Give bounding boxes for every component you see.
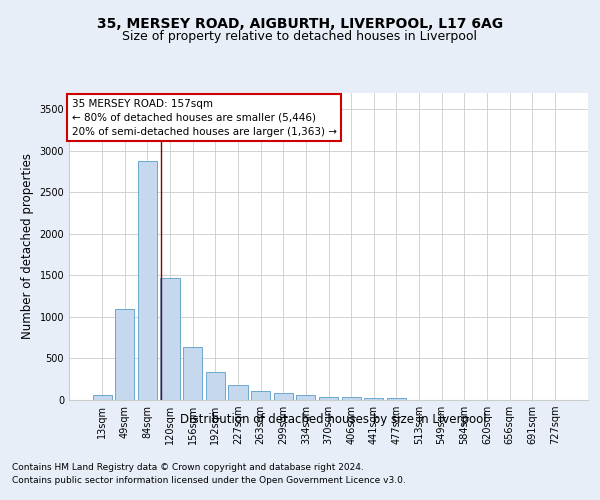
Bar (160, 278, 180, 400)
Bar (387, 398, 406, 400)
Text: Contains HM Land Registry data © Crown copyright and database right 2024.: Contains HM Land Registry data © Crown c… (12, 462, 364, 471)
Bar (341, 397, 361, 400)
Bar (319, 397, 338, 400)
Bar (296, 396, 316, 400)
Text: Size of property relative to detached houses in Liverpool: Size of property relative to detached ho… (122, 30, 478, 43)
Bar (229, 386, 248, 400)
Text: 35 MERSEY ROAD: 157sqm
← 80% of detached houses are smaller (5,446)
20% of semi-: 35 MERSEY ROAD: 157sqm ← 80% of detached… (71, 98, 337, 136)
Bar (364, 398, 383, 400)
Text: Contains public sector information licensed under the Open Government Licence v3: Contains public sector information licen… (12, 476, 406, 485)
Bar (206, 372, 225, 400)
Text: Distribution of detached houses by size in Liverpool: Distribution of detached houses by size … (179, 412, 487, 426)
Bar (251, 391, 270, 400)
Bar (115, 309, 134, 400)
Bar (183, 347, 202, 400)
Bar (92, 396, 112, 400)
Text: 35, MERSEY ROAD, AIGBURTH, LIVERPOOL, L17 6AG: 35, MERSEY ROAD, AIGBURTH, LIVERPOOL, L1… (97, 18, 503, 32)
Bar (138, 160, 157, 400)
Bar (274, 393, 293, 400)
Y-axis label: Number of detached properties: Number of detached properties (21, 153, 34, 339)
